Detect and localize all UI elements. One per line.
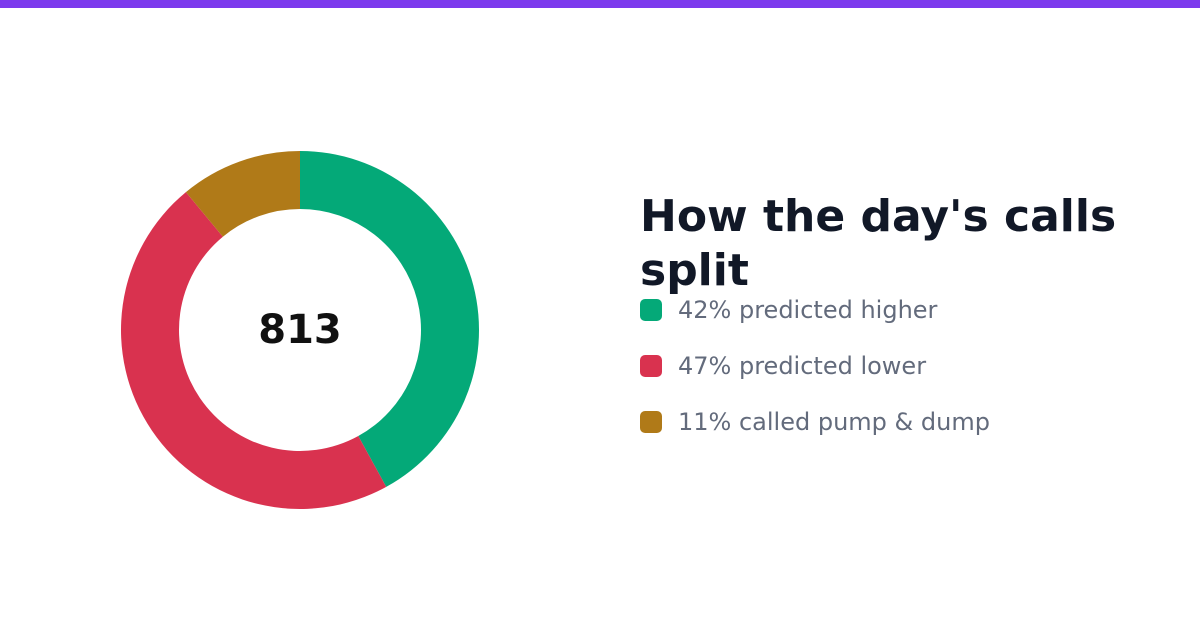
- legend: 42% predicted higher 47% predicted lower…: [640, 290, 1180, 458]
- legend-swatch-higher: [640, 299, 662, 321]
- legend-label-pump-dump: 11% called pump & dump: [678, 408, 990, 436]
- legend-label-higher: 42% predicted higher: [678, 296, 938, 324]
- donut-chart: 813: [120, 150, 480, 510]
- donut-slice-higher: [300, 151, 480, 487]
- total-count: 813: [258, 307, 342, 353]
- chart-title: How the day's calls split: [640, 191, 1117, 296]
- legend-item-lower: 47% predicted lower: [640, 346, 1180, 386]
- legend-item-pump-dump: 11% called pump & dump: [640, 402, 1180, 442]
- donut-chart-svg: 813: [120, 151, 480, 510]
- donut-slice-pump-dump: [185, 151, 300, 237]
- legend-label-lower: 47% predicted lower: [678, 352, 927, 380]
- legend-item-higher: 42% predicted higher: [640, 290, 1180, 330]
- accent-bar: [0, 0, 1200, 8]
- donut-slice-lower: [120, 192, 387, 510]
- legend-swatch-lower: [640, 355, 662, 377]
- legend-swatch-pump-dump: [640, 411, 662, 433]
